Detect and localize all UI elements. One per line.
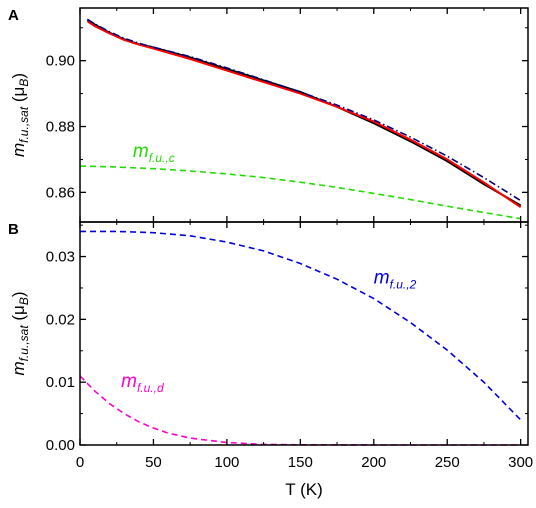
series-line-3 [86,18,522,202]
annotation-sub: f.u.,2 [390,278,417,292]
annotation-main: m [133,141,149,162]
panel-b: 0 50 100 150 200 250 3000.000.010.020.03Bmf.u.… [8,221,533,499]
series-line-1 [80,230,522,421]
series-annotation-2: mf.u.,d [121,371,164,395]
y-tick-label: 0.02 [46,311,75,328]
panel-letter: B [8,221,19,238]
y-axis-title-unit-sub: B [17,297,31,305]
annotation-sub: f.u.,d [137,381,164,395]
y-axis-title-unit: (μ [9,87,28,107]
x-tick-label: 50 [145,454,162,471]
y-axis-title-close: ) [9,291,28,297]
x-tick-label: 250 [435,454,460,471]
y-axis-title-close: ) [9,73,28,79]
annotation-main: m [374,268,390,289]
y-axis-title-unit-sub: B [17,79,31,87]
x-tick-label: 100 [214,454,239,471]
annotation-main: m [121,371,137,392]
x-axis-title: T (K) [285,480,322,499]
y-axis-title: mf.u.,sat (μB) [9,291,31,375]
y-axis-title-sub: f.u.,sat [17,106,31,143]
series-annotation-1: mf.u.,2 [374,268,417,292]
annotation-sub: f.u.,c [149,151,175,165]
y-axis-title-unit: (μ [9,305,28,325]
plot-frame [79,7,529,223]
panel-letter: A [8,7,19,24]
y-tick-label: 0.00 [46,437,75,454]
x-tick-label: 300 [508,454,533,471]
y-axis-title: mf.u.,sat (μB) [9,73,31,157]
y-tick-label: 0.90 [46,53,75,70]
y-axis-title-main: m [9,143,28,157]
y-axis-title-sub: f.u.,sat [17,325,31,362]
y-tick-label: 0.03 [46,249,75,266]
series-annotation-1: mf.u.,c [133,141,175,165]
plot-frame [79,221,529,446]
y-tick-label: 0.88 [46,119,75,136]
y-axis-title-main: m [9,361,28,375]
x-tick-label: 200 [361,454,386,471]
series-line-2 [86,20,522,209]
y-tick-label: 0.86 [46,184,75,201]
x-tick-label: 150 [288,454,313,471]
series-line-2 [79,375,521,446]
y-tick-label: 0.01 [46,374,75,391]
series-line-4 [79,165,521,220]
x-tick-label: 0 [76,454,84,471]
